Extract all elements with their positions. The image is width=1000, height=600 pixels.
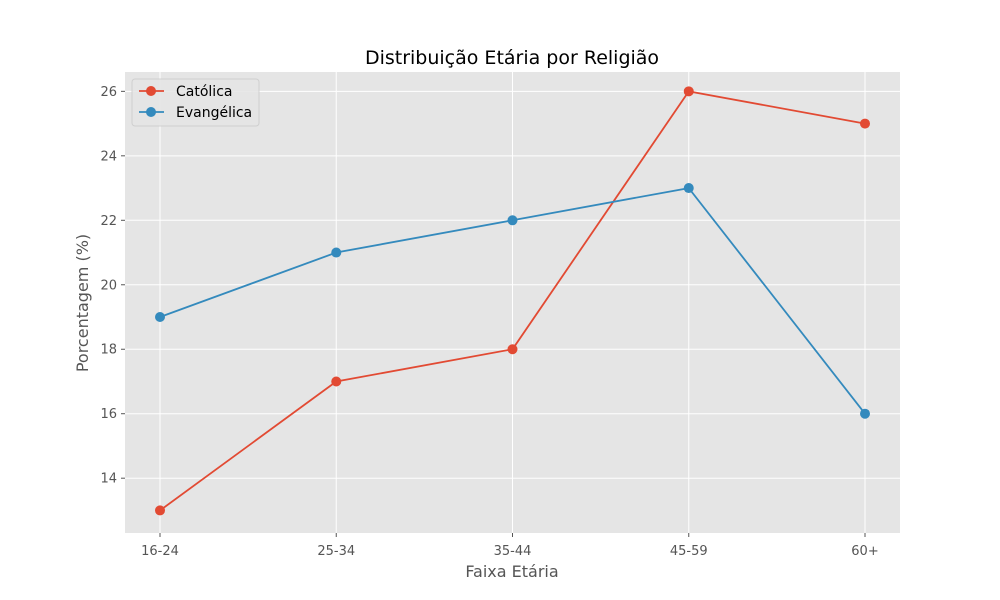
y-tick-label: 14 <box>100 472 117 487</box>
x-tick-label: 35-44 <box>494 544 532 559</box>
data-point-catolica <box>155 505 165 516</box>
data-point-evangelica <box>331 247 342 258</box>
chart-title: Distribuição Etária por Religião <box>365 47 659 69</box>
x-axis-label: Faixa Etária <box>465 562 558 581</box>
y-tick-label: 26 <box>100 85 117 100</box>
x-tick-label: 45-59 <box>670 544 708 559</box>
data-point-evangelica <box>155 312 165 323</box>
y-tick-label: 16 <box>100 407 117 422</box>
y-tick-label: 24 <box>100 149 117 164</box>
data-point-evangelica <box>860 408 870 419</box>
legend-marker-evangelica <box>146 107 156 117</box>
y-axis-label: Porcentagem (%) <box>73 234 92 372</box>
x-tick-label: 16-24 <box>141 544 179 559</box>
data-point-catolica <box>507 344 518 355</box>
y-tick-label: 22 <box>100 214 117 229</box>
series-group <box>155 86 870 516</box>
legend: Católica Evangélica <box>131 78 260 127</box>
data-point-evangelica <box>507 215 518 226</box>
data-point-catolica <box>331 376 342 387</box>
data-point-evangelica <box>683 183 694 194</box>
legend-label-evangelica: Evangélica <box>176 105 252 121</box>
y-tick-label: 18 <box>100 343 117 358</box>
data-point-catolica <box>683 86 694 97</box>
data-point-catolica <box>860 118 870 129</box>
x-axis-ticks: 16-24 25-34 35-44 45-59 60+ <box>141 533 879 559</box>
y-tick-label: 20 <box>100 278 117 293</box>
legend-marker-catolica <box>146 86 156 96</box>
legend-label-catolica: Católica <box>176 84 232 100</box>
x-tick-label: 60+ <box>851 544 878 559</box>
y-axis-ticks: 14 16 18 20 22 24 26 <box>100 85 125 487</box>
x-tick-label: 25-34 <box>317 544 355 559</box>
